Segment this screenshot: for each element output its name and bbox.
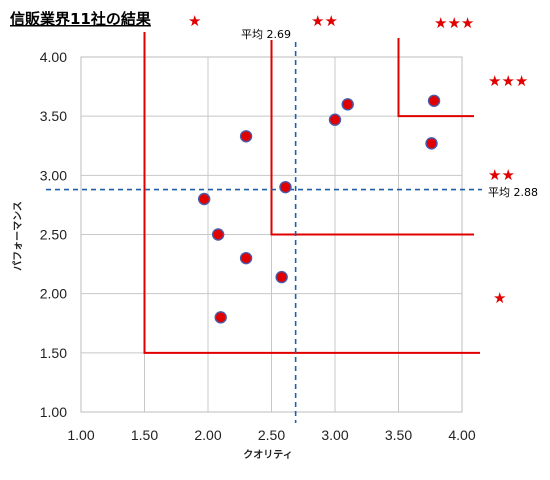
star-rating-2-top: ★★: [311, 12, 338, 30]
data-point: [425, 137, 438, 150]
y-tick-label: 2.50: [40, 227, 67, 243]
data-point: [427, 94, 441, 107]
zone-boundary-1: [143, 32, 480, 354]
chart-title: 信販業界11社の結果: [10, 10, 152, 28]
x-tick-label: 2.00: [194, 427, 221, 443]
x-tick-label: 3.00: [321, 427, 348, 443]
data-point: [211, 228, 225, 241]
data-point: [214, 311, 227, 324]
y-tick-label: 4.00: [40, 49, 67, 65]
x-tick-label: 3.50: [385, 427, 412, 443]
x-tick-label: 4.00: [448, 427, 475, 443]
data-point: [275, 270, 288, 284]
star-rating-1-top: ★: [188, 12, 201, 30]
data-point: [328, 113, 342, 126]
data-points: [197, 94, 441, 324]
zone-boundaries: [143, 32, 480, 354]
data-point: [239, 251, 253, 265]
zone-boundary-2: [270, 40, 474, 236]
y-tick-label: 3.00: [40, 167, 67, 183]
average-x-label: 平均 2.69: [241, 28, 291, 41]
data-point: [197, 192, 211, 206]
y-tick-label: 1.00: [40, 404, 67, 420]
y-axis-label: パフォーマンス: [12, 201, 24, 271]
y-tick-label: 2.00: [40, 286, 67, 302]
star-rating-3-right: ★★★: [488, 72, 528, 90]
x-tick-label: 1.00: [67, 427, 94, 443]
star-rating-3-top: ★★★: [434, 14, 474, 32]
y-tick-label: 3.50: [40, 108, 67, 124]
star-rating-2-right: ★★: [488, 166, 515, 184]
data-point: [279, 180, 292, 194]
star-rating-1-right: ★: [493, 289, 506, 307]
tick-labels: 1.00 1.50 2.00 2.50 3.00 3.50 4.00 1.00 1.50 2.00…: [40, 49, 476, 443]
data-point: [341, 98, 354, 111]
x-axis-label: クオリティ: [243, 449, 292, 461]
zone-boundary-3: [397, 38, 474, 118]
y-tick-label: 1.50: [40, 345, 67, 361]
x-tick-label: 2.50: [258, 427, 285, 443]
x-tick-label: 1.50: [131, 427, 158, 443]
data-point: [239, 130, 253, 143]
average-y-label: 平均 2.88: [488, 186, 538, 199]
average-lines: [46, 42, 482, 423]
